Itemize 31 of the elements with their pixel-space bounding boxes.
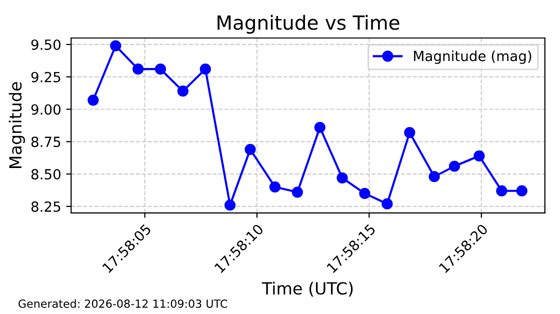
- point: [244, 144, 256, 155]
- point: [516, 185, 528, 196]
- point: [336, 172, 348, 184]
- point: [132, 64, 144, 75]
- point: [359, 188, 370, 200]
- point: [292, 186, 303, 198]
- point: [474, 150, 485, 162]
- y-tick-label: 9.00: [31, 104, 60, 115]
- y-tick-label: 9.25: [31, 72, 60, 82]
- point: [177, 86, 188, 97]
- point: [382, 198, 393, 210]
- chart-title: Magnitude vs Time: [218, 14, 400, 34]
- point: [154, 64, 166, 75]
- point: [200, 64, 211, 75]
- y-tick-label: 9.50: [31, 39, 60, 50]
- x-axis-title: Time (UTC): [262, 282, 353, 297]
- point: [496, 185, 508, 196]
- y-tick-label: 8.75: [31, 136, 60, 148]
- point: [428, 171, 440, 182]
- point: [314, 122, 326, 133]
- point: [88, 94, 99, 106]
- y-tick-label: 8.50: [31, 168, 60, 180]
- point: [404, 127, 416, 138]
- y-axis-title: Magnitude: [8, 82, 25, 168]
- point: [110, 40, 122, 52]
- point: [224, 200, 236, 211]
- point: [269, 181, 281, 193]
- point: [448, 160, 460, 172]
- legend-label: Magnitude (mag): [414, 50, 532, 64]
- y-tick-label: 8.25: [31, 201, 60, 212]
- text: Generated: 2026-08-12 11:09:03 UTC: [18, 299, 228, 308]
